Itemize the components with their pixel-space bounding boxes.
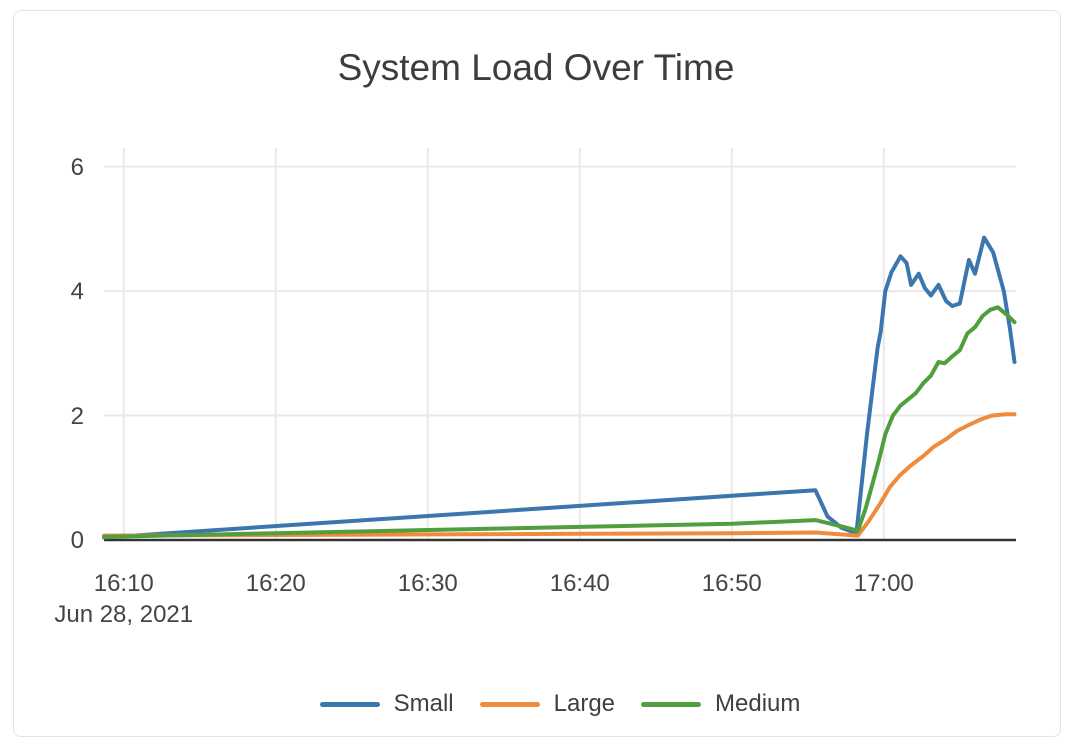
y-tick-label: 0 [70, 527, 84, 554]
legend-label: Small [393, 690, 454, 717]
y-tick-label: 2 [70, 402, 84, 430]
legend-item-medium[interactable]: Medium [641, 692, 800, 716]
series-line-medium [102, 305, 1017, 539]
legend-label: Medium [715, 690, 801, 717]
legend-swatch-large [479, 701, 540, 707]
legend-label: Large [553, 690, 616, 717]
legend-item-large[interactable]: Large [479, 690, 616, 717]
x-tick-label: 16:50 [701, 570, 762, 597]
chart-title: System Load Over Time [337, 47, 735, 88]
chart-card [13, 10, 1061, 737]
x-tick-label: 17:00 [853, 570, 914, 597]
legend-item-small[interactable]: Small [319, 690, 454, 717]
y-tick-label: 4 [70, 278, 84, 306]
series-line-small [102, 235, 1017, 540]
y-tick-label: 6 [70, 153, 84, 181]
legend-swatch-small [319, 701, 380, 707]
legend: Small Large Medium [104, 688, 1016, 720]
legend-swatch-medium [641, 701, 702, 707]
x-tick-label: 16:40 [549, 570, 610, 597]
x-axis-date-label: Jun 28, 2021 [54, 601, 194, 628]
series-line-large [102, 412, 1017, 538]
x-tick-label: 16:10 [93, 570, 154, 597]
x-tick-label: 16:30 [397, 570, 458, 597]
x-tick-label: 16:20 [245, 570, 306, 597]
